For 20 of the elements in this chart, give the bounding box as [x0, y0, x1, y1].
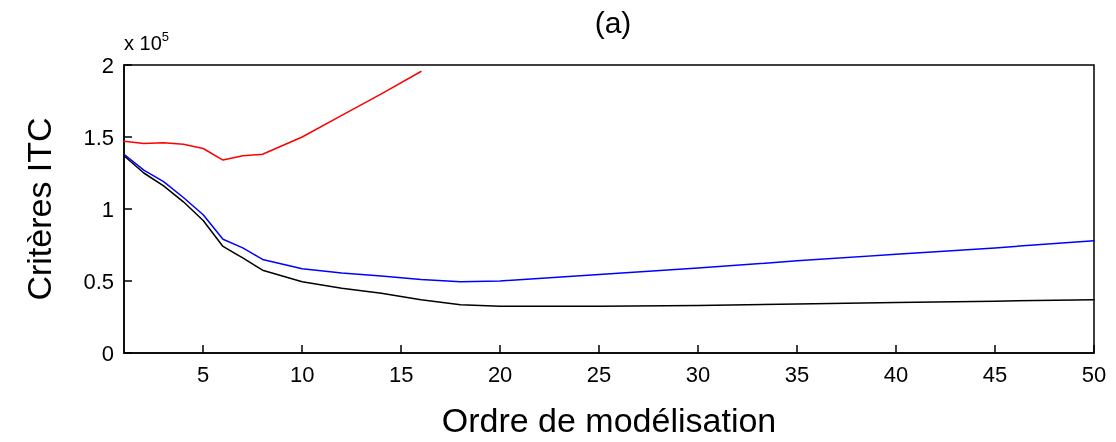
line-series [123, 153, 1095, 283]
y-tick-label: 2 [101, 52, 114, 78]
x-tick-label: 25 [586, 361, 612, 387]
chart-title: (a) [594, 5, 632, 39]
x-tick-label: 50 [1081, 361, 1107, 387]
x-axis-title: Ordre de modélisation [441, 401, 777, 439]
x-tick-label: 35 [784, 361, 810, 387]
x-tick-label: 5 [197, 361, 210, 387]
y-tick-label: 0.5 [83, 268, 114, 294]
y-axis-title: Critères ITC [20, 117, 58, 301]
y-tick-label: 1 [101, 196, 114, 222]
line-series [123, 70, 422, 161]
x-tick-label: 45 [982, 361, 1008, 387]
y-tick-label: 0 [101, 340, 114, 366]
y-tick-label: 1.5 [83, 124, 114, 150]
x-tick-label: 30 [685, 361, 711, 387]
x-tick-label: 20 [487, 361, 513, 387]
x-tick-label: 15 [388, 361, 414, 387]
x-tick-label: 40 [883, 361, 909, 387]
x-tick-label: 10 [289, 361, 315, 387]
